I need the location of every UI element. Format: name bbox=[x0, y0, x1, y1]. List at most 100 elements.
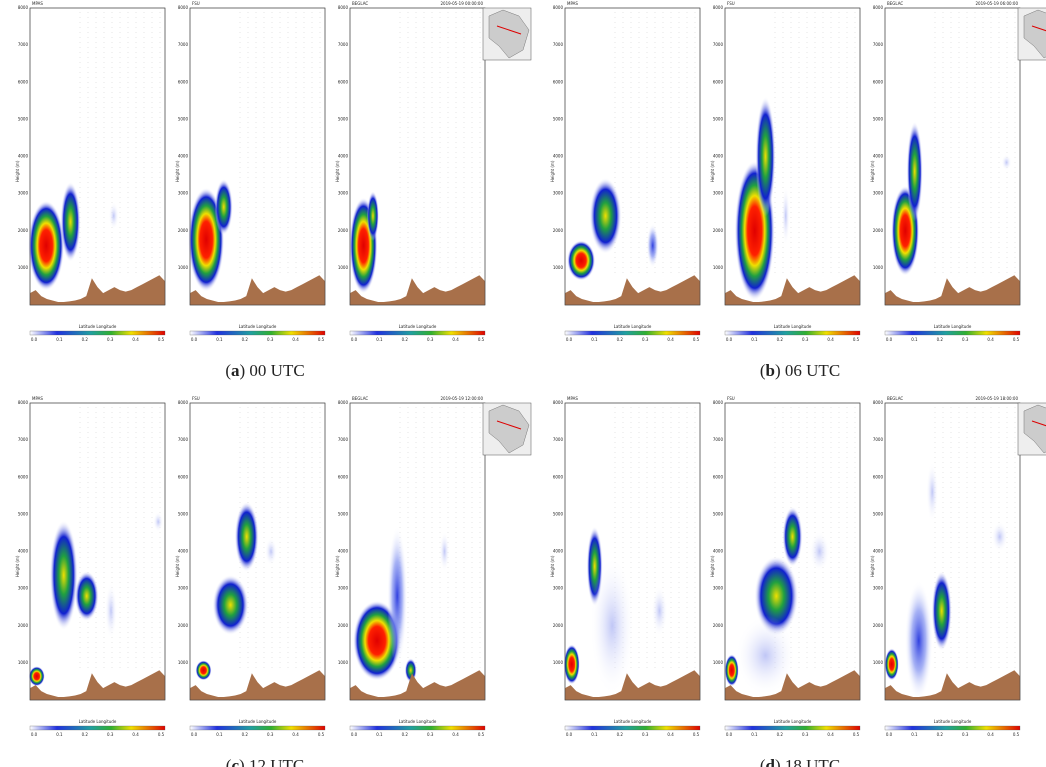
y-tick-label: 2000 bbox=[178, 228, 189, 233]
colorbar-tick: 0.1 bbox=[216, 732, 223, 737]
colorbar-tick: 0.4 bbox=[987, 337, 994, 342]
x-label: Latitude Longitude bbox=[774, 719, 812, 724]
colorbar bbox=[564, 330, 701, 336]
plot-frame bbox=[189, 7, 326, 306]
field bbox=[265, 537, 277, 566]
y-tick-label: 1000 bbox=[338, 265, 349, 270]
colorbar-tick: 0.5 bbox=[1013, 337, 1020, 342]
colorbar-tick: 0.2 bbox=[617, 337, 624, 342]
plot-frame bbox=[29, 402, 166, 701]
y-tick-label: 2000 bbox=[18, 623, 29, 628]
colorbar-tick: 0.1 bbox=[751, 732, 758, 737]
colorbar-tick: 0.0 bbox=[566, 732, 573, 737]
field bbox=[195, 660, 212, 681]
field bbox=[782, 506, 803, 567]
caption-letter: d bbox=[766, 756, 776, 767]
panel-title: FSU bbox=[192, 396, 200, 401]
field bbox=[212, 574, 249, 635]
caption-text: 00 UTC bbox=[249, 361, 304, 380]
colorbar-tick: 0.3 bbox=[962, 732, 969, 737]
y-tick-label: 7000 bbox=[553, 42, 564, 47]
y-tick-label: 3000 bbox=[178, 586, 189, 591]
colorbar-tick: 0.1 bbox=[591, 337, 598, 342]
colorbar-tick: 0.5 bbox=[693, 337, 700, 342]
y-tick-label: 7000 bbox=[713, 42, 724, 47]
y-tick-label: 8000 bbox=[178, 5, 189, 10]
caption-paren: ( bbox=[760, 361, 766, 380]
y-tick-label: 5000 bbox=[873, 116, 884, 121]
colorbar-tick: 0.0 bbox=[726, 337, 733, 342]
y-tick-label: 3000 bbox=[338, 586, 349, 591]
field bbox=[589, 177, 622, 254]
colorbar-tick: 0.1 bbox=[751, 337, 758, 342]
terrain bbox=[190, 275, 325, 305]
y-tick-label: 6000 bbox=[553, 79, 564, 84]
y-tick-label: 1000 bbox=[553, 265, 564, 270]
panel-title: MPAS bbox=[567, 1, 578, 6]
field bbox=[153, 511, 164, 532]
colorbar-tick: 0.5 bbox=[158, 337, 165, 342]
colorbar-tick: 0.5 bbox=[1013, 732, 1020, 737]
caption-paren: ) bbox=[240, 361, 250, 380]
timestamp: 2019-05-19 12:00:00 bbox=[441, 396, 484, 401]
y-tick-label: 6000 bbox=[178, 474, 189, 479]
field bbox=[590, 555, 635, 696]
colorbar bbox=[189, 725, 326, 731]
field bbox=[931, 570, 952, 651]
y-tick-label: 5000 bbox=[873, 511, 884, 516]
plot-frame bbox=[189, 402, 326, 701]
colorbar-tick: 0.3 bbox=[267, 337, 274, 342]
plot-frame bbox=[724, 402, 861, 701]
field bbox=[60, 181, 81, 262]
colorbar-tick: 0.1 bbox=[911, 732, 918, 737]
y-tick-label: 3000 bbox=[713, 191, 724, 196]
panel-title: BEGLAC bbox=[352, 1, 368, 6]
y-tick-label: 2000 bbox=[18, 228, 29, 233]
y-tick-label: 6000 bbox=[713, 474, 724, 479]
colorbar-tick: 0.4 bbox=[667, 337, 674, 342]
y-tick-label: 7000 bbox=[338, 42, 349, 47]
colorbar-tick: 0.1 bbox=[376, 337, 383, 342]
colorbar-tick: 0.1 bbox=[376, 732, 383, 737]
colorbar-tick: 0.0 bbox=[726, 732, 733, 737]
map-section bbox=[1031, 420, 1046, 427]
colorbar bbox=[189, 330, 326, 336]
colorbar-tick: 0.4 bbox=[132, 337, 139, 342]
field bbox=[735, 615, 796, 696]
map-land bbox=[488, 404, 530, 454]
timestamp: 2019-05-19 06:00:00 bbox=[976, 1, 1019, 6]
y-tick-label: 6000 bbox=[18, 474, 29, 479]
y-tick-label: 6000 bbox=[178, 79, 189, 84]
caption-letter: b bbox=[766, 361, 775, 380]
x-label: Latitude Longitude bbox=[399, 324, 437, 329]
caption-text: 18 UTC bbox=[785, 756, 840, 767]
y-tick-label: 3000 bbox=[713, 586, 724, 591]
y-tick-label: 6000 bbox=[713, 79, 724, 84]
colorbar-tick: 0.2 bbox=[82, 732, 89, 737]
y-label: Height (m) bbox=[175, 555, 180, 577]
colorbar-tick: 0.2 bbox=[402, 732, 409, 737]
y-tick-label: 1000 bbox=[18, 265, 29, 270]
y-tick-label: 2000 bbox=[873, 623, 884, 628]
terrain bbox=[725, 670, 860, 700]
field bbox=[105, 582, 117, 639]
field bbox=[646, 223, 659, 268]
y-tick-label: 5000 bbox=[18, 511, 29, 516]
plot-frame bbox=[564, 7, 701, 306]
y-tick-label: 5000 bbox=[178, 511, 189, 516]
field bbox=[884, 648, 899, 681]
y-tick-label: 4000 bbox=[178, 154, 189, 159]
field bbox=[387, 526, 408, 667]
colorbar-tick: 0.4 bbox=[292, 732, 299, 737]
field bbox=[214, 178, 233, 235]
colorbar-tick: 0.5 bbox=[853, 732, 860, 737]
y-tick-label: 4000 bbox=[338, 549, 349, 554]
x-label: Latitude Longitude bbox=[614, 324, 652, 329]
colorbar bbox=[724, 330, 861, 336]
y-tick-label: 5000 bbox=[338, 511, 349, 516]
y-label: Height (m) bbox=[550, 555, 555, 577]
panel-title: BEGLAC bbox=[887, 1, 903, 6]
map-section bbox=[496, 420, 522, 430]
colorbar-tick: 0.3 bbox=[107, 337, 114, 342]
y-label: Height (m) bbox=[335, 555, 340, 577]
